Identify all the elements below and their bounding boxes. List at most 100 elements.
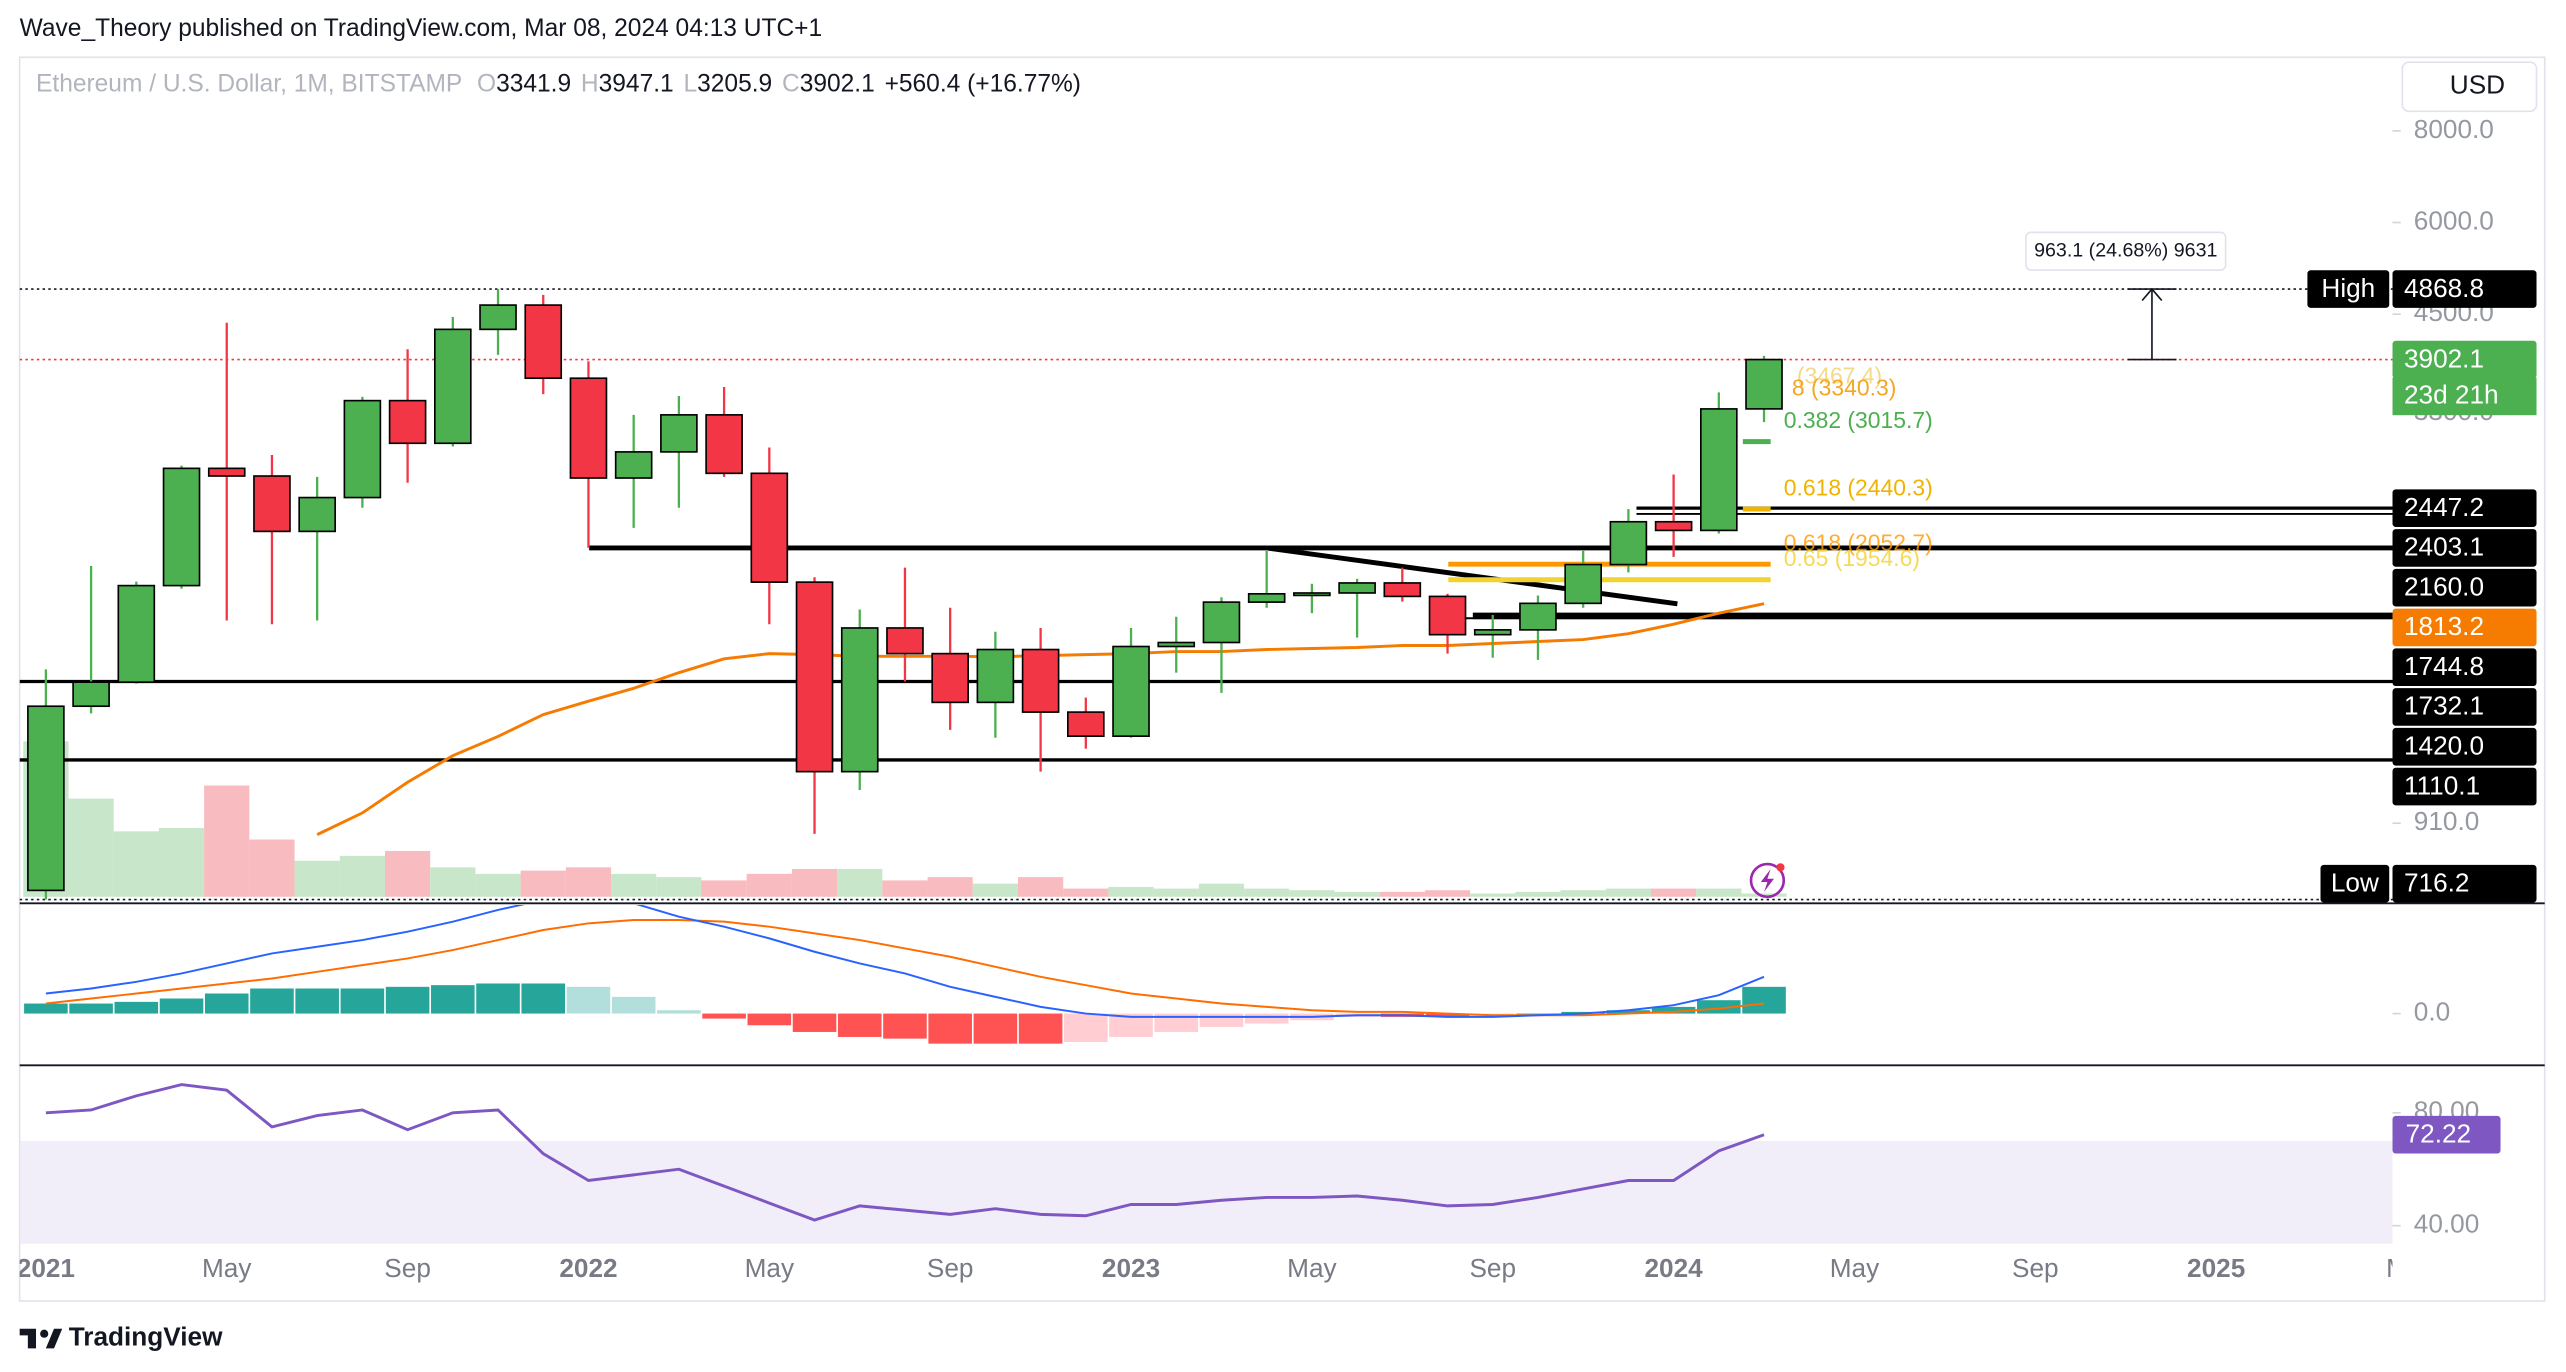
price-label-box	[2392, 340, 2537, 379]
candle-body	[840, 627, 879, 773]
candle-body	[343, 399, 382, 499]
volume-bar	[1334, 891, 1380, 897]
volume-bar	[1153, 888, 1199, 897]
x-tick-label: M	[2386, 1253, 2408, 1283]
fib-label: (3467.4)	[1797, 363, 1882, 389]
candle-body	[1021, 648, 1060, 713]
candle-body	[614, 451, 653, 479]
macd-histogram-bar	[837, 1013, 882, 1037]
macd-histogram-bar	[69, 1003, 113, 1014]
price-label: 1420.0	[2404, 730, 2484, 760]
volume-bar	[294, 860, 340, 897]
price-label-box	[2392, 864, 2537, 903]
candle-body	[117, 584, 156, 684]
currency[interactable]: USD	[2450, 70, 2505, 100]
legend-text: C	[782, 71, 800, 98]
x-tick-label: Sep	[384, 1253, 431, 1283]
volume-bar	[249, 839, 295, 897]
volume-bar	[927, 877, 973, 897]
time-axis: 2021 May Sep 2022 May Sep 2023 May Sep 2024 May Sep…	[20, 1253, 2408, 1283]
x-tick-label: 2024	[1644, 1253, 1703, 1283]
volume-bar	[1063, 888, 1109, 897]
x-tick-label: Sep	[927, 1253, 974, 1283]
candle-body	[162, 467, 201, 587]
volume-bar	[1696, 888, 1742, 897]
candle-body	[1564, 563, 1602, 605]
price-label: 1813.2	[2404, 611, 2484, 641]
volume-bar	[701, 880, 747, 897]
volume-bar	[882, 880, 928, 897]
x-tick-label: May	[202, 1253, 252, 1283]
volume-bar	[1289, 890, 1335, 897]
volume-bar	[113, 831, 159, 897]
legend-text: +560.4 (+16.77%)	[885, 71, 1081, 98]
y-tick-label: 40.00	[2414, 1209, 2480, 1239]
y-tick-label: 910.0	[2414, 806, 2480, 836]
candle-body	[886, 627, 924, 655]
macd-histogram-bar	[1742, 986, 1786, 1014]
candle-body	[1654, 520, 1693, 532]
fib-label: 0.382 (3015.7)	[1784, 407, 1933, 433]
macd-histogram-bar	[1018, 1013, 1063, 1044]
macd-histogram-bar	[792, 1013, 837, 1032]
macd-histogram-bar	[1154, 1013, 1199, 1032]
macd-line	[45, 904, 1765, 1018]
candle-body	[1157, 641, 1196, 648]
countdown-box	[2392, 377, 2537, 416]
fib-label: 8 (3340.3)	[1792, 374, 1896, 400]
y-tick-label: 0.0	[2414, 996, 2450, 1026]
candle-body	[1609, 520, 1648, 566]
macd-histogram-bar	[973, 1013, 1018, 1044]
price-axis: 8000.06000.04500.03300.0910.04868.8High3…	[2307, 114, 2537, 1239]
macd-histogram-bar	[114, 1001, 159, 1014]
x-tick-label: May	[1287, 1253, 1337, 1283]
volume-bar	[475, 873, 521, 897]
rsi-line	[45, 1083, 1765, 1222]
macd-histogram-bar	[1606, 1010, 1651, 1014]
legend-text: O	[477, 71, 496, 98]
volume-bar	[1470, 893, 1516, 897]
volume-bar	[972, 883, 1018, 897]
volume-bar	[1379, 891, 1425, 897]
candle-body	[660, 414, 698, 453]
candle-body	[1293, 592, 1331, 597]
x-tick-label: 2022	[559, 1253, 617, 1283]
candle-body	[1745, 358, 1783, 410]
price-label: 1744.8	[2404, 651, 2484, 681]
macd-histogram-bar	[747, 1013, 792, 1026]
candle-body	[1383, 582, 1422, 598]
volume-bar	[1424, 890, 1471, 897]
volume-bar	[430, 867, 476, 897]
macd-histogram-bar	[431, 985, 475, 1014]
price-label: 2447.2	[2404, 492, 2484, 522]
currency-box[interactable]	[2401, 61, 2538, 113]
macd-histogram-bar	[1651, 1006, 1696, 1014]
macd-histogram-bar	[204, 993, 249, 1014]
volume-bar	[1560, 890, 1606, 897]
countdown: 23d 21h	[2404, 379, 2499, 409]
volume-bar	[1605, 888, 1651, 897]
x-tick-label: 2025	[2187, 1253, 2245, 1283]
price-label-box	[2392, 568, 2537, 607]
rsi-label-box	[2392, 1115, 2501, 1154]
macd-histogram-bar	[521, 983, 566, 1014]
x-tick-label: Sep	[1469, 1253, 1516, 1283]
y-tick-label: 8000.0	[2414, 114, 2494, 144]
candle-body	[931, 652, 969, 704]
candle-body	[1112, 645, 1150, 738]
candle-body	[253, 475, 291, 533]
legend-text: 3205.9	[697, 71, 772, 98]
candle-body	[298, 496, 336, 533]
x-tick-label: 2023	[1102, 1253, 1160, 1283]
candle-body	[1202, 601, 1241, 644]
candle-body	[795, 581, 834, 773]
macd-histogram-bar	[883, 1013, 927, 1039]
chart-frame	[18, 56, 2546, 1302]
volume-bar	[1017, 877, 1064, 897]
fib-label: 0.65 (1954.6)	[1784, 545, 1920, 571]
candle-body	[1066, 711, 1105, 738]
volume-bar	[565, 867, 612, 897]
candle-body	[388, 399, 427, 445]
rsi-band	[19, 1141, 2393, 1244]
